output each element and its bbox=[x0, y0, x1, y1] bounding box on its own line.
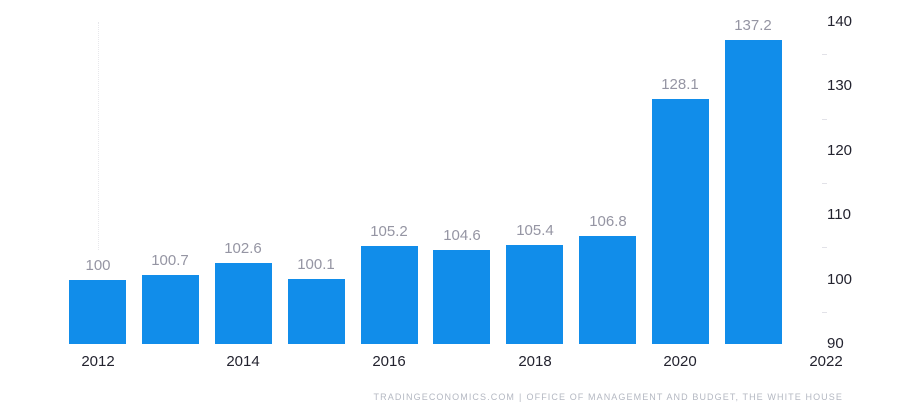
hover-gridline bbox=[97, 22, 99, 250]
bar-value-label: 102.6 bbox=[224, 240, 262, 257]
bar-value-label: 106.8 bbox=[589, 213, 627, 230]
y-axis-tick-label: 120 bbox=[827, 142, 853, 159]
bar-2018[interactable] bbox=[506, 245, 563, 344]
y-axis-tick-label: 140 bbox=[827, 13, 853, 30]
y-axis-tick-label: 110 bbox=[827, 206, 851, 223]
bar-value-label: 105.2 bbox=[370, 223, 408, 240]
bar-value-label: 100.1 bbox=[297, 256, 335, 273]
y-axis-minor-tick bbox=[822, 312, 827, 313]
bar-value-label: 128.1 bbox=[661, 76, 699, 93]
x-axis-tick-label: 2016 bbox=[372, 353, 406, 370]
y-axis-tick-label: 100 bbox=[827, 271, 853, 288]
x-axis-tick-label: 2020 bbox=[663, 353, 697, 370]
bar-value-label: 137.2 bbox=[734, 17, 772, 34]
y-axis-minor-tick bbox=[822, 183, 827, 184]
source-text: OFFICE OF MANAGEMENT AND BUDGET, THE WHI… bbox=[526, 392, 843, 402]
bar-2016[interactable] bbox=[361, 246, 418, 344]
bar-2019[interactable] bbox=[579, 236, 636, 344]
x-axis-tick-label: 2022 bbox=[809, 353, 843, 370]
bar-2020[interactable] bbox=[652, 99, 709, 344]
y-axis-tick-label: 90 bbox=[827, 335, 844, 352]
brand-link[interactable]: TRADINGECONOMICS.COM bbox=[373, 392, 516, 402]
bar-value-label: 100.7 bbox=[151, 252, 189, 269]
x-axis-tick-label: 2012 bbox=[81, 353, 115, 370]
x-axis-tick-label: 2014 bbox=[226, 353, 260, 370]
bar-2012[interactable] bbox=[69, 280, 126, 344]
y-axis-tick-label: 130 bbox=[827, 77, 853, 94]
attribution-separator: | bbox=[519, 392, 523, 402]
bar-2014[interactable] bbox=[215, 263, 272, 344]
y-axis-minor-tick bbox=[822, 54, 827, 55]
bar-value-label: 105.4 bbox=[516, 222, 554, 239]
bar-2013[interactable] bbox=[142, 275, 199, 344]
bar-2017[interactable] bbox=[433, 250, 490, 344]
bar-value-label: 104.6 bbox=[443, 227, 481, 244]
bar-2015[interactable] bbox=[288, 279, 345, 344]
bar-2021[interactable] bbox=[725, 40, 782, 344]
x-axis-tick-label: 2018 bbox=[518, 353, 552, 370]
y-axis-minor-tick bbox=[822, 247, 827, 248]
y-axis-minor-tick bbox=[822, 119, 827, 120]
attribution: TRADINGECONOMICS.COM | OFFICE OF MANAGEMEN… bbox=[374, 392, 843, 402]
bar-value-label: 100 bbox=[85, 257, 111, 274]
